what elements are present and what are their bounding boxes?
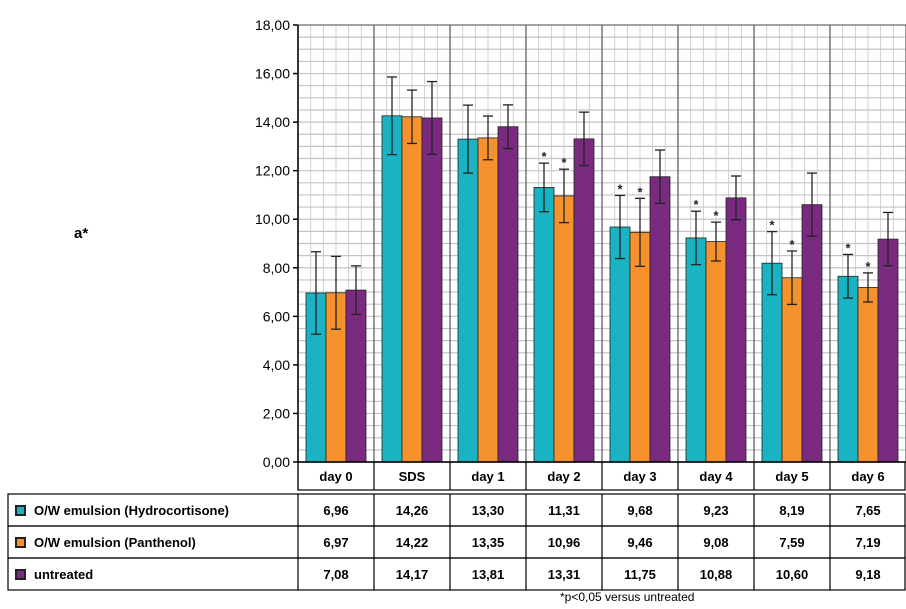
significance-marker: *: [789, 237, 795, 252]
table-row: [7, 557, 906, 591]
significance-marker: *: [617, 181, 623, 196]
y-tick-label: 2,00: [263, 405, 290, 421]
x-tick-label: day 4: [699, 469, 733, 484]
x-tick-label: day 6: [851, 469, 884, 484]
data-label: 7,19: [855, 535, 880, 550]
y-tick-label: 12,00: [255, 163, 290, 179]
y-tick-label: 14,00: [255, 114, 290, 130]
significance-marker: *: [713, 208, 719, 223]
bar: [801, 204, 823, 463]
y-tick-label: 4,00: [263, 357, 290, 373]
legend-label: O/W emulsion (Panthenol): [34, 535, 196, 550]
significance-marker: *: [637, 184, 643, 199]
x-tick-label: day 5: [775, 469, 808, 484]
data-label: 9,68: [627, 503, 652, 518]
bar: [705, 241, 727, 463]
significance-marker: *: [865, 259, 871, 274]
data-label: 6,96: [323, 503, 348, 518]
data-label: 13,35: [472, 535, 505, 550]
bar: [837, 275, 859, 463]
data-label: 7,08: [323, 567, 348, 582]
legend-swatch: [15, 569, 26, 580]
bar: [725, 197, 747, 463]
bar: [781, 277, 803, 463]
bar: [401, 116, 423, 463]
data-label: 11,31: [548, 503, 580, 518]
significance-marker: *: [561, 155, 567, 170]
significance-marker: *: [541, 149, 547, 164]
data-label: 7,65: [855, 503, 880, 518]
x-tick-label: day 1: [471, 469, 504, 484]
data-label: 13,81: [472, 567, 505, 582]
data-label: 10,96: [548, 535, 581, 550]
bar: [857, 287, 879, 463]
y-tick-label: 10,00: [255, 211, 290, 227]
data-label: 9,23: [703, 503, 728, 518]
significance-marker: *: [769, 218, 775, 233]
y-tick-label: 16,00: [255, 66, 290, 82]
bar: [497, 126, 519, 463]
y-axis-label: a*: [74, 225, 88, 242]
data-label: 10,60: [776, 567, 809, 582]
footnote: *p<0,05 versus untreated: [560, 590, 695, 604]
data-label: 14,17: [396, 567, 429, 582]
bar: [609, 226, 631, 463]
bar: [553, 195, 575, 463]
data-label: 6,97: [323, 535, 348, 550]
y-tick-label: 8,00: [263, 260, 290, 276]
data-label: 9,08: [703, 535, 728, 550]
bar: [421, 117, 443, 463]
data-label: 14,22: [396, 535, 429, 550]
bar: [381, 115, 403, 463]
bar: [477, 137, 499, 463]
data-label: 14,26: [396, 503, 429, 518]
y-tick-label: 6,00: [263, 308, 290, 324]
legend-label: untreated: [34, 567, 93, 582]
data-label: 10,88: [700, 567, 733, 582]
data-label: 9,46: [627, 535, 652, 550]
bar: [685, 237, 707, 463]
y-tick-label: 18,00: [255, 17, 290, 33]
bar: [573, 138, 595, 463]
data-label: 8,19: [779, 503, 804, 518]
significance-marker: *: [693, 197, 699, 212]
x-tick-label: day 3: [623, 469, 656, 484]
data-label: 9,18: [855, 567, 880, 582]
data-label: 13,30: [472, 503, 505, 518]
significance-marker: *: [845, 240, 851, 255]
bar: [457, 138, 479, 463]
data-label: 13,31: [548, 567, 581, 582]
legend-label: O/W emulsion (Hydrocortisone): [34, 503, 229, 518]
x-tick-label: day 2: [547, 469, 580, 484]
bar: [649, 176, 671, 463]
x-tick-label: SDS: [399, 469, 426, 484]
data-label: 11,75: [624, 567, 656, 582]
legend-swatch: [15, 505, 26, 516]
x-tick-label: day 0: [319, 469, 352, 484]
bar: [877, 238, 899, 463]
y-tick-label: 0,00: [263, 454, 290, 470]
bar: [345, 289, 367, 463]
bar: [533, 187, 555, 463]
legend-swatch: [15, 537, 26, 548]
data-label: 7,59: [779, 535, 804, 550]
